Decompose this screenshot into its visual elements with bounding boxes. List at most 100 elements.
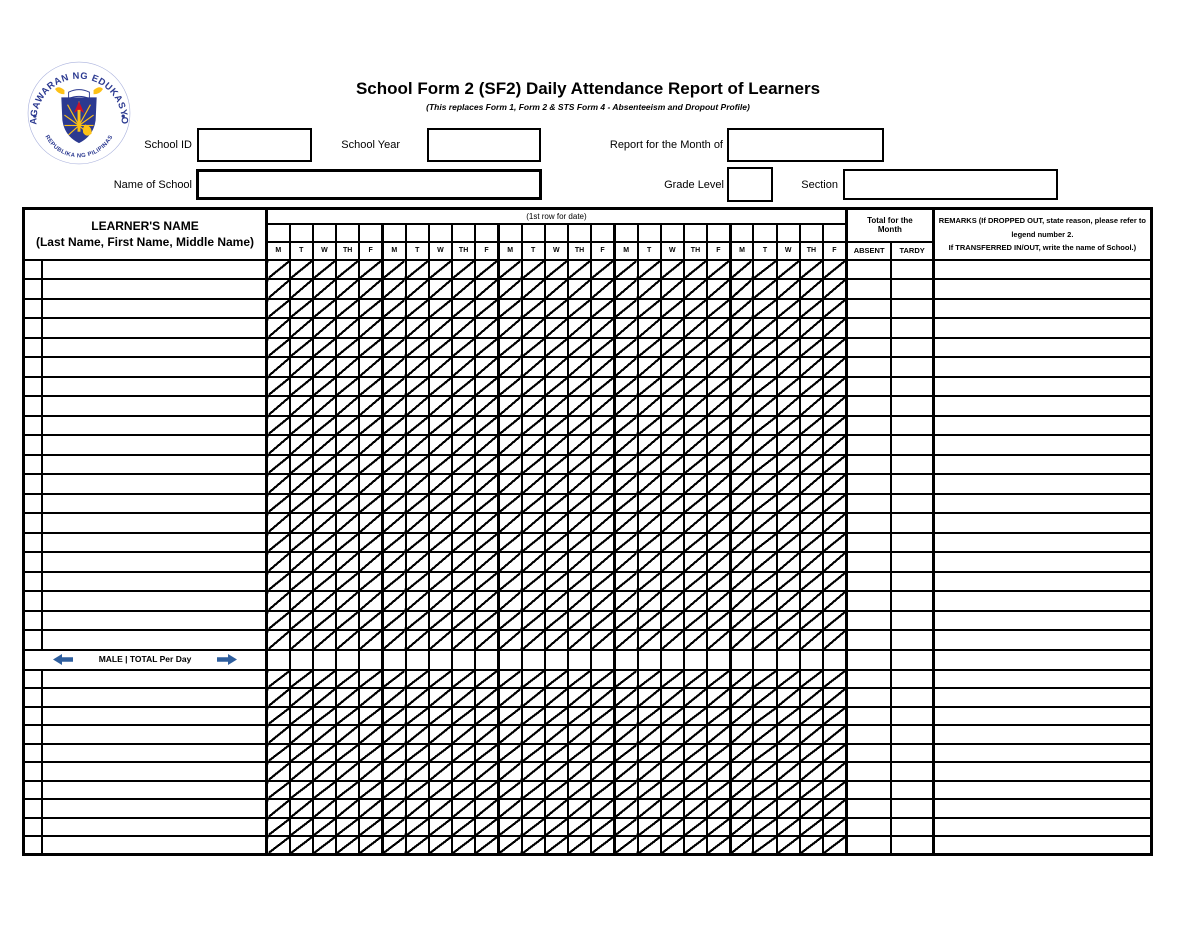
remarks-cell[interactable] — [931, 512, 1153, 534]
attendance-cell[interactable] — [311, 395, 338, 417]
date-entry-cell[interactable] — [775, 222, 801, 243]
attendance-cell[interactable] — [590, 816, 616, 837]
attendance-cell[interactable] — [404, 434, 430, 456]
attendance-cell[interactable] — [288, 609, 314, 631]
attendance-cell[interactable] — [450, 816, 477, 837]
attendance-cell[interactable] — [288, 742, 314, 763]
attendance-cell[interactable] — [450, 473, 477, 495]
attendance-cell[interactable] — [659, 395, 685, 417]
row-number-cell[interactable] — [22, 590, 43, 612]
attendance-cell[interactable] — [450, 492, 477, 514]
attendance-cell[interactable] — [682, 395, 709, 417]
attendance-cell[interactable] — [474, 336, 500, 358]
attendance-cell[interactable] — [636, 297, 662, 319]
tardy-total-cell[interactable] — [890, 570, 935, 592]
attendance-cell[interactable] — [520, 687, 546, 708]
attendance-cell[interactable] — [636, 687, 662, 708]
attendance-cell[interactable] — [335, 570, 361, 592]
attendance-cell[interactable] — [380, 512, 407, 534]
attendance-cell[interactable] — [311, 590, 338, 612]
attendance-cell[interactable] — [659, 761, 685, 782]
attendance-cell[interactable] — [612, 724, 639, 745]
row-number-cell[interactable] — [22, 570, 43, 592]
attendance-cell[interactable] — [752, 816, 778, 837]
attendance-cell[interactable] — [474, 414, 500, 436]
attendance-cell[interactable] — [566, 512, 593, 534]
report-month-input[interactable] — [727, 128, 884, 162]
attendance-cell[interactable] — [311, 835, 338, 856]
attendance-cell[interactable] — [380, 317, 407, 339]
attendance-cell[interactable] — [474, 705, 500, 726]
attendance-cell[interactable] — [543, 761, 569, 782]
attendance-cell[interactable] — [612, 742, 639, 763]
attendance-cell[interactable] — [404, 473, 430, 495]
attendance-cell[interactable] — [821, 724, 848, 745]
attendance-cell[interactable] — [752, 590, 778, 612]
attendance-cell[interactable] — [798, 570, 825, 592]
attendance-cell[interactable] — [311, 258, 338, 280]
attendance-cell[interactable] — [311, 798, 338, 819]
attendance-cell[interactable] — [380, 590, 407, 612]
row-number-cell[interactable] — [22, 551, 43, 573]
date-entry-cell[interactable] — [496, 222, 523, 243]
remarks-cell[interactable] — [931, 395, 1153, 417]
absent-total-cell[interactable] — [844, 742, 893, 763]
attendance-cell[interactable] — [380, 356, 407, 378]
attendance-cell[interactable] — [335, 414, 361, 436]
attendance-cell[interactable] — [706, 761, 732, 782]
row-number-cell[interactable] — [22, 609, 43, 631]
attendance-cell[interactable] — [335, 724, 361, 745]
attendance-cell[interactable] — [543, 317, 569, 339]
attendance-cell[interactable] — [496, 551, 523, 573]
attendance-cell[interactable] — [612, 816, 639, 837]
row-number-cell[interactable] — [22, 395, 43, 417]
attendance-cell[interactable] — [474, 724, 500, 745]
attendance-cell[interactable] — [728, 453, 755, 475]
attendance-cell[interactable] — [496, 375, 523, 397]
attendance-cell[interactable] — [636, 375, 662, 397]
attendance-cell[interactable] — [496, 629, 523, 651]
attendance-cell[interactable] — [335, 492, 361, 514]
remarks-cell[interactable] — [931, 742, 1153, 763]
attendance-cell[interactable] — [543, 724, 569, 745]
attendance-cell[interactable] — [636, 492, 662, 514]
attendance-cell[interactable] — [566, 492, 593, 514]
attendance-cell[interactable] — [775, 798, 801, 819]
attendance-cell[interactable] — [335, 453, 361, 475]
attendance-cell[interactable] — [543, 835, 569, 856]
attendance-cell[interactable] — [636, 317, 662, 339]
learner-name-cell[interactable] — [40, 705, 268, 726]
attendance-cell[interactable] — [659, 798, 685, 819]
attendance-cell[interactable] — [264, 258, 291, 280]
attendance-cell[interactable] — [380, 473, 407, 495]
attendance-cell[interactable] — [775, 705, 801, 726]
remarks-cell[interactable] — [931, 258, 1153, 280]
row-number-cell[interactable] — [22, 492, 43, 514]
attendance-cell[interactable] — [821, 473, 848, 495]
attendance-cell[interactable] — [659, 835, 685, 856]
tardy-total-cell[interactable] — [890, 742, 935, 763]
attendance-cell[interactable] — [520, 473, 546, 495]
row-number-cell[interactable] — [22, 512, 43, 534]
attendance-cell[interactable] — [358, 336, 384, 358]
row-number-cell[interactable] — [22, 531, 43, 553]
attendance-cell[interactable] — [752, 531, 778, 553]
attendance-cell[interactable] — [496, 453, 523, 475]
attendance-cell[interactable] — [590, 395, 616, 417]
remarks-cell[interactable] — [931, 473, 1153, 495]
attendance-cell[interactable] — [520, 297, 546, 319]
remarks-cell[interactable] — [931, 531, 1153, 553]
school-id-input[interactable] — [197, 128, 312, 162]
attendance-cell[interactable] — [288, 258, 314, 280]
attendance-cell[interactable] — [427, 278, 454, 300]
attendance-cell[interactable] — [566, 356, 593, 378]
attendance-cell[interactable] — [752, 512, 778, 534]
learner-name-cell[interactable] — [40, 395, 268, 417]
attendance-cell[interactable] — [752, 705, 778, 726]
row-number-cell[interactable] — [22, 779, 43, 800]
attendance-cell[interactable] — [404, 492, 430, 514]
attendance-cell[interactable] — [474, 512, 500, 534]
learner-name-cell[interactable] — [40, 687, 268, 708]
attendance-cell[interactable] — [335, 375, 361, 397]
attendance-cell[interactable] — [358, 551, 384, 573]
